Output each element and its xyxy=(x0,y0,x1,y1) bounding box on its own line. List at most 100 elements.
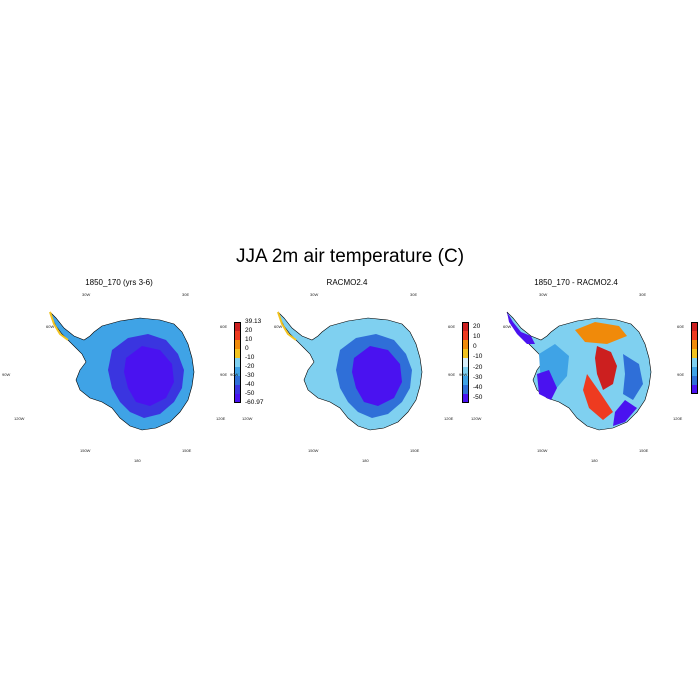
longitude-label: 30E xyxy=(639,292,647,297)
colorbar-segment xyxy=(462,331,469,340)
colorbar-label: 0 xyxy=(245,345,249,352)
longitude-label: 30E xyxy=(182,292,190,297)
colorbar-label: 20 xyxy=(245,327,253,334)
colorbar-label: 10 xyxy=(473,333,481,341)
colorbar-label: -20 xyxy=(245,363,255,370)
colorbar-segment xyxy=(462,394,469,403)
colorbar-label: -10 xyxy=(245,354,255,361)
longitude-label: 60W xyxy=(46,324,55,329)
panel-difference: 1850_170 - RACMO2.4 30W 30E 60W 60E 90W 90E 12… xyxy=(459,276,700,463)
colorbar-label: -20 xyxy=(473,363,483,371)
antarctica-map xyxy=(277,311,423,431)
longitude-label: 120W xyxy=(14,416,25,421)
colorbar-segment xyxy=(234,331,241,340)
colorbar-label: 20 xyxy=(473,323,481,331)
east-cold-region xyxy=(623,354,643,400)
longitude-label: 120E xyxy=(216,416,226,421)
warm-core-region xyxy=(595,346,617,390)
colorbar-label: 10 xyxy=(245,336,253,343)
longitude-label: 120E xyxy=(444,416,454,421)
antarctica-map xyxy=(506,311,652,431)
longitude-label: 60E xyxy=(677,324,685,329)
colorbar-label: 0 xyxy=(473,343,477,351)
colorbar-segment xyxy=(462,322,469,331)
longitude-label: 120W xyxy=(471,416,482,421)
panel-title: 1850_170 (yrs 3-6) xyxy=(85,278,153,287)
panel-racmo: RACMO2.4 30W 30E 60W 60E 90W 90E 120W 120E 150W 1… xyxy=(230,276,487,463)
colorbar-label: -30 xyxy=(245,372,255,379)
colorbar-segment xyxy=(691,322,698,331)
longitude-label: 90E xyxy=(220,372,228,377)
longitude-label: 60W xyxy=(274,324,283,329)
longitude-label: 150W xyxy=(308,448,319,453)
colorbar-segment xyxy=(691,331,698,340)
longitude-label: 150E xyxy=(410,448,420,453)
colorbar-label: -30 xyxy=(473,373,483,381)
colorbar-segment xyxy=(691,376,698,385)
colorbar-segment xyxy=(462,385,469,394)
figure-title: JJA 2m air temperature (C) xyxy=(235,246,465,267)
plateau-region xyxy=(124,346,174,406)
warm-ridge-region xyxy=(583,374,613,420)
peninsula-region xyxy=(49,311,69,341)
colorbar-segment xyxy=(462,367,469,376)
colorbar-segment xyxy=(691,349,698,358)
colorbar-segment xyxy=(234,349,241,358)
antarctica-map xyxy=(49,311,195,431)
colorbar-label: -50 xyxy=(245,390,255,397)
longitude-label: 180 xyxy=(134,458,141,463)
longitude-label: 150E xyxy=(182,448,192,453)
longitude-label: 90E xyxy=(448,372,456,377)
coastal-warm-region xyxy=(575,322,627,344)
colorbar-label: -40 xyxy=(473,383,483,391)
colorbar-segment xyxy=(462,349,469,358)
colorbar-segment xyxy=(234,385,241,394)
panel-title: RACMO2.4 xyxy=(326,278,368,287)
longitude-label: 60E xyxy=(220,324,228,329)
plateau-region xyxy=(352,346,402,406)
longitude-label: 90W xyxy=(2,372,11,377)
colorbar-segment xyxy=(691,340,698,349)
colorbar-segment xyxy=(691,367,698,376)
colorbar-segment xyxy=(234,367,241,376)
longitude-label: 150W xyxy=(80,448,91,453)
longitude-label: 90E xyxy=(677,372,685,377)
longitude-label: 60E xyxy=(448,324,456,329)
colorbar-segment xyxy=(691,385,698,394)
colorbar-label: -10 xyxy=(473,353,483,361)
longitude-label: 30W xyxy=(82,292,91,297)
colorbar-segment xyxy=(234,340,241,349)
longitude-label: 120E xyxy=(673,416,683,421)
peninsula-region xyxy=(277,311,297,341)
longitude-label: 60W xyxy=(503,324,512,329)
colorbar xyxy=(691,322,698,394)
colorbar xyxy=(234,322,241,403)
colorbar-segment xyxy=(691,358,698,367)
colorbar-segment xyxy=(234,358,241,367)
peninsula-region xyxy=(507,312,535,344)
colorbar-label: -50 xyxy=(473,393,483,401)
longitude-label: 180 xyxy=(591,458,598,463)
longitude-label: 30W xyxy=(539,292,548,297)
longitude-label: 30W xyxy=(310,292,319,297)
colorbar-label: -60.97 xyxy=(245,399,264,406)
longitude-label: 90W xyxy=(459,372,468,377)
colorbar-segment xyxy=(462,376,469,385)
panel-title: 1850_170 - RACMO2.4 xyxy=(534,278,618,287)
longitude-label: 180 xyxy=(362,458,369,463)
colorbar-segment xyxy=(462,358,469,367)
colorbar-segment xyxy=(462,340,469,349)
longitude-label: 150W xyxy=(537,448,548,453)
colorbar-segment xyxy=(234,376,241,385)
colorbar-segment xyxy=(234,322,241,331)
longitude-label: 150E xyxy=(639,448,649,453)
ross-region xyxy=(537,370,557,400)
colorbar-label: -40 xyxy=(245,381,255,388)
colorbar-segment xyxy=(234,394,241,403)
colorbar xyxy=(462,322,469,403)
panel-model: 1850_170 (yrs 3-6) 30W 30E 60W 60E 90W 90E 120… xyxy=(2,276,263,463)
colorbar-label: 39.13 xyxy=(245,318,262,325)
east-coast-region xyxy=(613,400,637,426)
longitude-label: 90W xyxy=(230,372,239,377)
longitude-label: 120W xyxy=(242,416,253,421)
